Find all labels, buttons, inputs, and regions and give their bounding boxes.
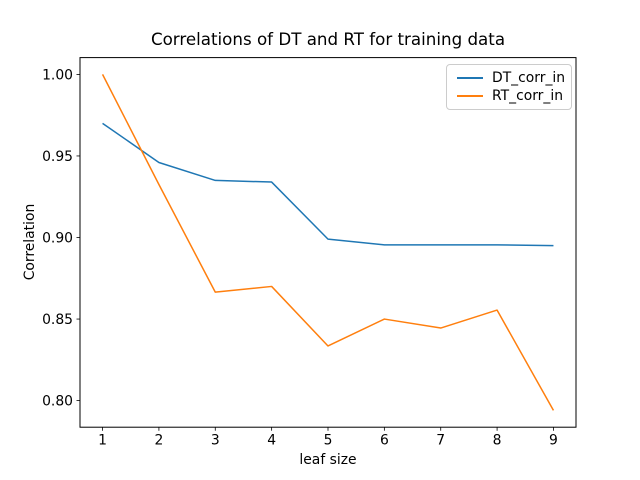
x-tick-label: 9 <box>549 433 558 449</box>
x-tick-label: 8 <box>493 433 502 449</box>
y-tick-label: 0.95 <box>42 149 73 165</box>
x-tick-label: 1 <box>98 433 107 449</box>
x-axis-label: leaf size <box>299 452 357 468</box>
legend-entry-rt: RT_corr_in <box>457 87 563 105</box>
x-tick-label: 2 <box>154 433 163 449</box>
y-tick-label: 1.00 <box>42 67 73 83</box>
x-tick-label: 3 <box>211 433 220 449</box>
legend-label-rt: RT_corr_in <box>492 88 563 104</box>
axes-spines <box>79 57 577 428</box>
x-tick-label: 7 <box>436 433 445 449</box>
legend-line-sample-rt <box>457 95 483 97</box>
series-line-dt-corr-in <box>102 122 554 247</box>
legend-entry-dt: DT_corr_in <box>457 69 566 87</box>
legend: DT_corr_in RT_corr_in <box>446 64 572 110</box>
y-axis-label: Correlation <box>22 203 38 281</box>
x-tick-label: 4 <box>267 433 276 449</box>
chart-title: Correlations of DT and RT for training d… <box>150 29 506 49</box>
x-tick-label: 6 <box>380 433 389 449</box>
x-tick-label: 5 <box>324 433 333 449</box>
legend-label-dt: DT_corr_in <box>492 70 566 86</box>
y-tick-label: 0.80 <box>42 394 73 410</box>
series-line-rt-corr-in <box>101 74 555 411</box>
y-tick-label: 0.85 <box>42 312 73 328</box>
y-tick-label: 0.90 <box>42 230 73 246</box>
legend-line-sample-dt <box>457 77 483 79</box>
